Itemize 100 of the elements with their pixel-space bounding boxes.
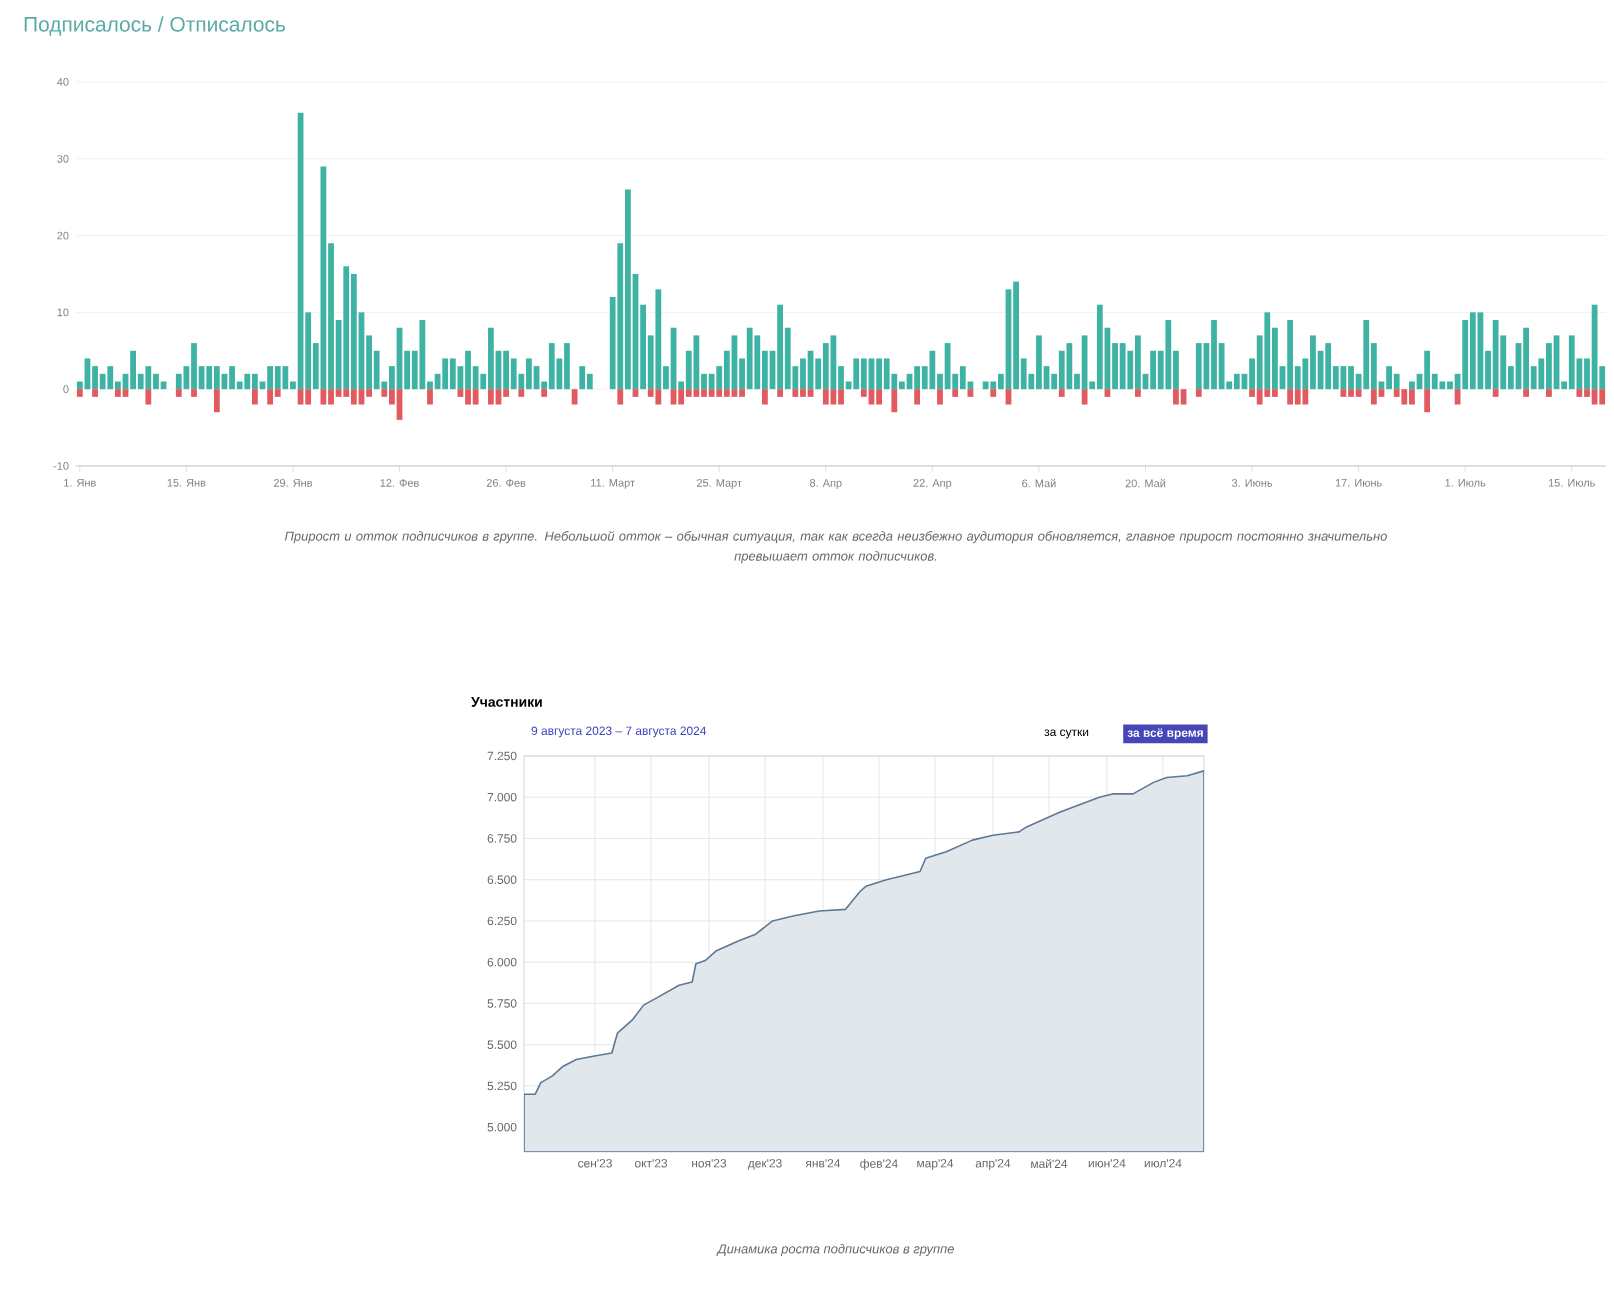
bar [1249,389,1255,397]
bar [495,389,502,405]
bar [860,389,867,397]
bar [777,304,784,390]
bar [647,389,654,397]
bar [465,389,471,405]
bar [1134,389,1141,397]
bar [244,373,251,390]
bar [320,389,327,405]
bar [693,389,700,397]
bar [914,389,921,405]
bar [822,343,829,390]
bar [1348,389,1354,397]
bar [114,389,121,397]
bar [1058,350,1065,390]
bar [1211,320,1217,390]
bar [229,366,235,390]
bar [937,389,943,405]
bar [1386,366,1392,390]
bar [723,389,730,397]
bar [1492,389,1499,397]
bar [175,373,182,390]
bar [1294,389,1301,405]
bar [1439,381,1446,390]
bar [716,389,723,397]
bar [213,366,220,390]
bar [1287,389,1294,405]
bar [899,381,905,390]
bar [153,373,159,390]
bar [1393,373,1400,390]
bar [693,335,700,390]
bar [838,389,844,405]
bar [1523,389,1529,397]
bar [655,389,662,405]
bar [427,389,433,405]
bar [1355,389,1362,397]
bar [1264,312,1271,390]
bar [1150,350,1157,390]
chart-title: Подписалось / Отписалось [24,16,285,36]
bar [175,389,182,397]
bar [487,389,494,405]
bar [1492,320,1499,390]
bar [419,320,426,390]
bar [191,389,197,397]
bar [959,366,966,390]
bar [1447,381,1453,390]
bar [800,389,806,397]
bar [343,389,350,397]
bar [1005,389,1012,405]
bar [1363,320,1370,390]
bar [526,358,532,390]
bar [853,358,860,390]
bar [1272,389,1278,397]
bar [1264,389,1271,397]
bar [1568,335,1575,390]
bar [571,389,578,405]
bar [1013,281,1019,390]
bar [206,366,213,390]
bar [1584,389,1590,397]
bar [381,389,388,397]
bar [1119,343,1126,390]
bar [1173,389,1179,405]
bar [891,389,898,413]
bar [1546,343,1552,390]
bar [624,189,631,390]
bar [297,389,304,405]
bar [1462,320,1469,390]
bar [107,366,114,390]
bar [191,343,197,390]
bar [579,366,586,390]
bar [343,266,350,390]
bar [1066,343,1073,390]
bar [1310,335,1316,390]
bar [274,366,281,390]
bar [1325,343,1332,390]
bar [92,366,98,390]
bar [670,389,677,405]
bar [1424,389,1431,413]
bar [130,350,137,390]
bar [990,381,997,390]
bar [267,366,274,390]
bar [358,389,365,405]
bar [510,358,517,390]
bar [1576,389,1583,397]
bar [1036,335,1042,390]
bar [1599,389,1606,405]
bar [449,358,456,390]
bar [487,327,494,390]
bar [1096,304,1103,390]
bar [1591,304,1598,390]
bar [1523,327,1529,390]
bar [990,389,997,397]
bar [472,389,479,405]
bar [1256,389,1263,405]
bar [1454,389,1461,405]
bar [350,389,357,405]
bar [1591,389,1598,405]
bar [1302,389,1309,405]
bar [655,289,662,390]
bar [929,350,936,390]
